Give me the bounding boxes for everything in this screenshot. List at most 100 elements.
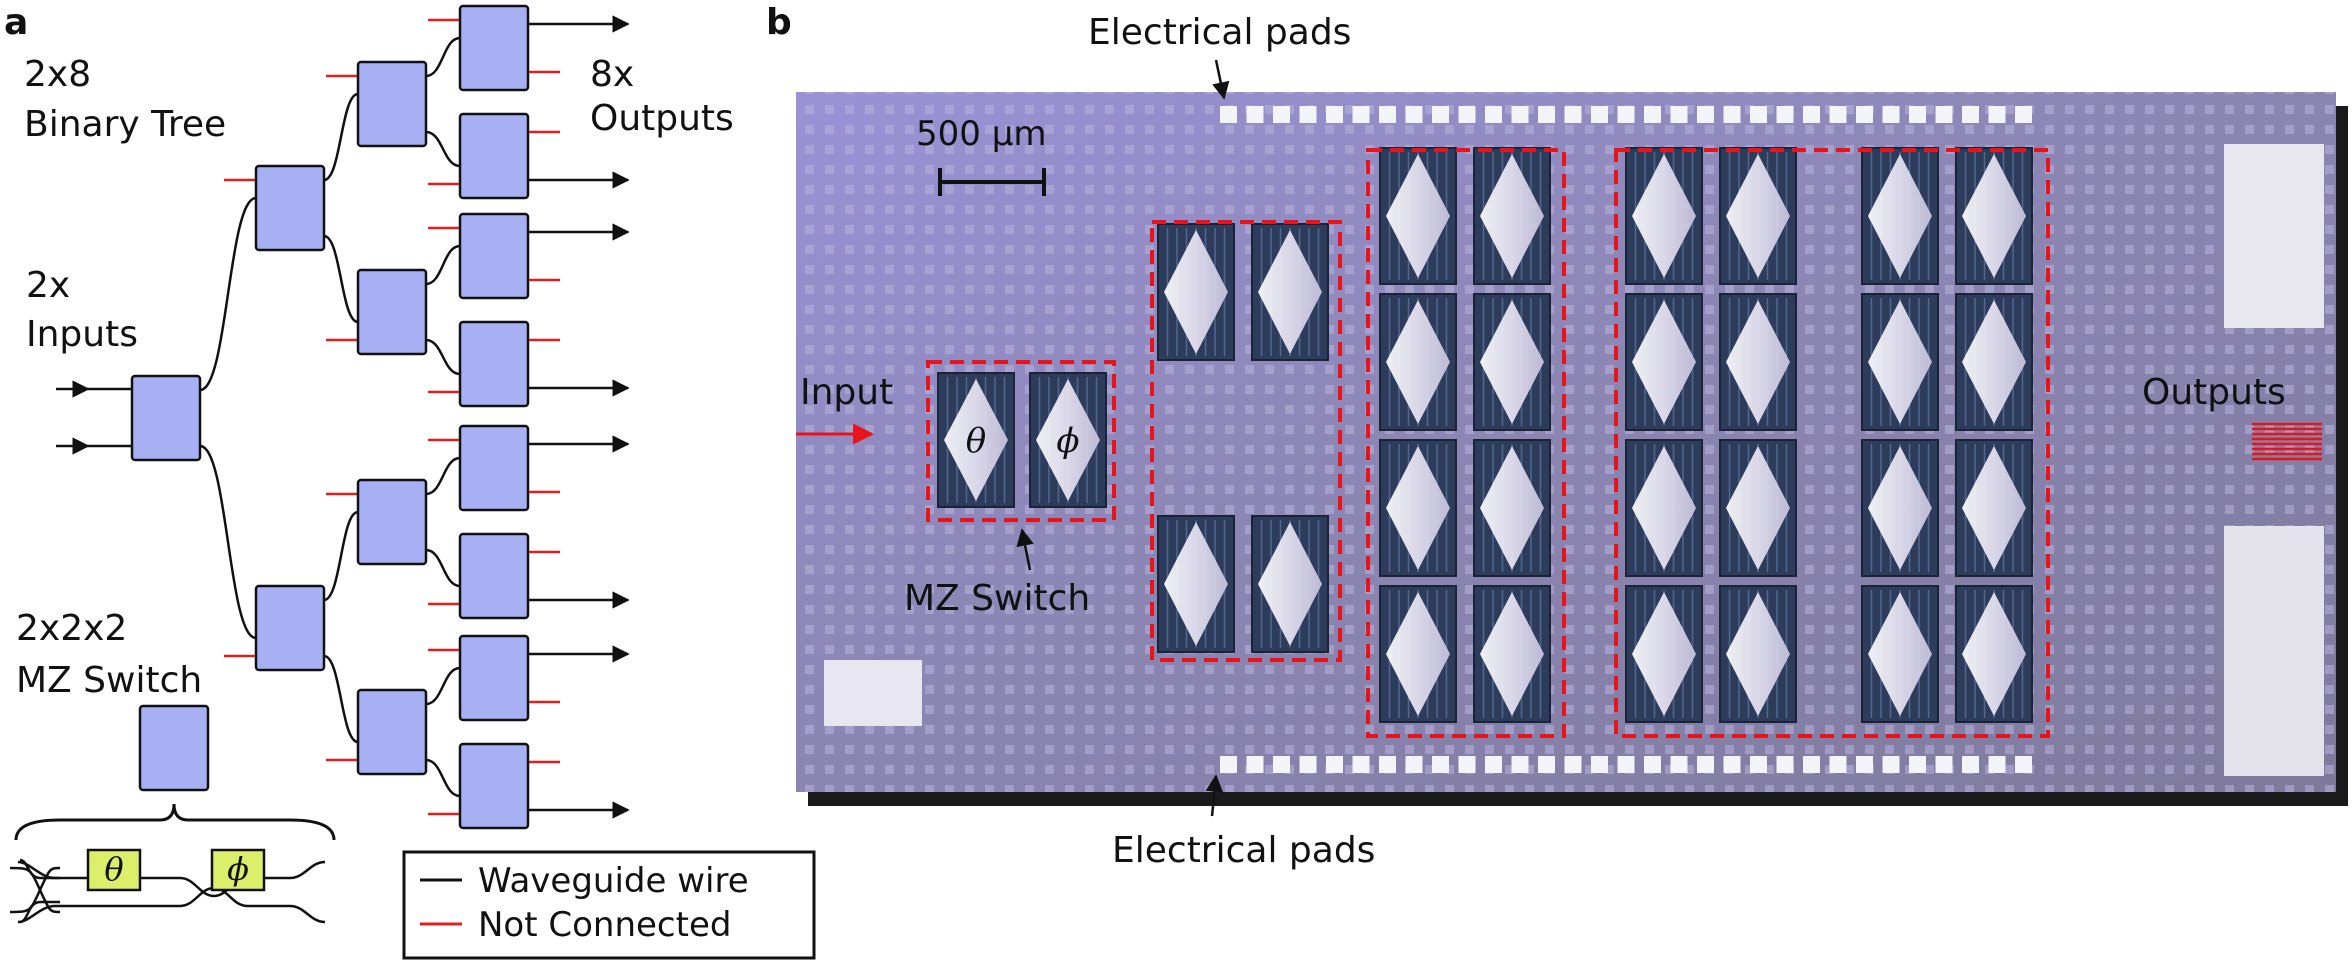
electrical-pad [1750, 106, 1767, 123]
mz-switch-box [254, 584, 326, 672]
electrical-pads-top [1220, 106, 2032, 123]
electrical-pad [1723, 106, 1741, 123]
scale-bar-label: 500 μm [916, 114, 1046, 154]
highlight-mz-switch [926, 360, 1116, 522]
electrical-pad [1750, 756, 1767, 773]
mzi-array [937, 147, 2033, 723]
electrical-pad [1803, 106, 1820, 123]
large-pad-right-bottom [2224, 526, 2324, 776]
electrical-pad [1485, 106, 1502, 123]
title-binary-tree-line1: 2x8 [24, 54, 91, 95]
electrical-pad [1803, 756, 1820, 773]
electrical-pad [1458, 106, 1476, 123]
panel-a-label: a [4, 2, 28, 43]
electrical-pad [1326, 756, 1343, 773]
waveguide-wire [323, 92, 359, 182]
electrical-pad [1591, 756, 1608, 773]
electrical-pad [1935, 756, 1953, 773]
not-connected-stubs [224, 18, 560, 816]
pads-top-pointer [1212, 59, 1230, 100]
mz-switch-box [458, 212, 530, 300]
mz-switch-pointer [1016, 528, 1034, 571]
electrical-pad [1299, 106, 1317, 123]
legend: Waveguide wire Not Connected [402, 850, 816, 960]
electrical-pad [1538, 756, 1555, 773]
mzi-cell [1719, 439, 1797, 577]
electrical-pad [1670, 756, 1688, 773]
mz-switch-box [458, 634, 530, 722]
mzi-cell [1719, 293, 1797, 431]
switch-label-line2: MZ Switch [16, 660, 202, 701]
theta-symbol: θ [104, 850, 123, 888]
electrical-pad [1909, 106, 1926, 123]
waveguide-wire [425, 666, 461, 706]
mzi-cell [1955, 439, 2033, 577]
electrical-pad [1273, 106, 1290, 123]
waveguide-wire [323, 234, 359, 324]
highlight-stage-3 [1366, 148, 1566, 738]
electrical-pad [1856, 756, 1873, 773]
mzi-cell [1029, 372, 1107, 508]
electrical-pad [1432, 106, 1449, 123]
electrical-pad [1326, 106, 1343, 123]
electrical-pad [1379, 756, 1396, 773]
electrical-pad [1273, 756, 1290, 773]
mzi-cell [937, 372, 1015, 508]
electrical-pad [1988, 756, 2006, 773]
mzi-cell [1625, 147, 1703, 285]
mz-switch-box [458, 112, 530, 200]
mzi-cell [1251, 223, 1329, 361]
mz-switch-box [458, 320, 530, 408]
mzi-cell [1861, 585, 1939, 723]
mzi-cell [1625, 439, 1703, 577]
electrical-pad [1246, 106, 1264, 123]
mzi-cell [1379, 585, 1457, 723]
mzi-cell [1473, 147, 1551, 285]
electrical-pad [1829, 106, 1847, 123]
electrical-pad [1432, 756, 1449, 773]
mzi-cell [1379, 147, 1457, 285]
mz-switch-box [254, 164, 326, 252]
electrical-pad [1246, 756, 1264, 773]
mz-switch-box [356, 688, 428, 776]
electrical-pad [1882, 756, 1900, 773]
mz-switch-box [130, 374, 202, 462]
electrical-pad [1856, 106, 1873, 123]
output-arrows [528, 15, 630, 819]
outputs-label-line2: Outputs [590, 98, 734, 139]
curly-brace [14, 803, 336, 841]
electrical-pad [1617, 756, 1635, 773]
mzi-cell [1955, 585, 2033, 723]
mzi-cell [1955, 147, 2033, 285]
waveguide-wire [323, 654, 359, 744]
panel-b-label: b [766, 2, 792, 43]
mzi-cell [1955, 293, 2033, 431]
electrical-pad [1697, 756, 1714, 773]
electrical-pad [1697, 106, 1714, 123]
mzi-cell [1473, 585, 1551, 723]
mz-switch-box [458, 742, 530, 830]
electrical-pad [1962, 756, 1979, 773]
mzi-cell [1473, 439, 1551, 577]
panel-b: b θ ϕ 500 μm Electrical pads Electrical … [766, 2, 2348, 871]
mzi-cell [1625, 293, 1703, 431]
electrical-pad [1644, 756, 1661, 773]
highlight-stage-2 [1150, 220, 1342, 662]
electrical-pad [1591, 106, 1608, 123]
mz-switch-box [458, 4, 530, 92]
electrical-pad [1511, 106, 1529, 123]
mzi-cell [1625, 585, 1703, 723]
electrical-pad [1485, 756, 1502, 773]
highlight-stage-4 [1614, 148, 2050, 738]
chip-phi-symbol: ϕ [1056, 421, 1079, 461]
mzi-cell [1157, 515, 1235, 653]
mzi-cell [1157, 223, 1235, 361]
electrical-pad [1909, 756, 1926, 773]
electrical-pad [1723, 756, 1741, 773]
electrical-pad [1935, 106, 1953, 123]
switch-boxes [130, 4, 530, 830]
pads-bottom-label: Electrical pads [1112, 830, 1375, 871]
electrical-pad [1220, 106, 1237, 123]
legend-label-waveguide: Waveguide wire [478, 861, 749, 901]
